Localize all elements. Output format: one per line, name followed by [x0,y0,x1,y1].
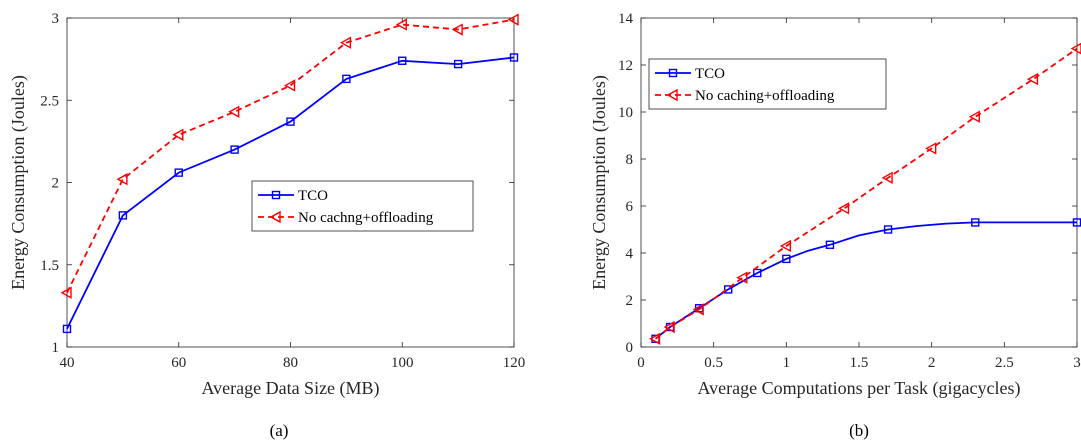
legend-label: No caching+offloading [695,88,835,104]
chart-b: 0 0.5 1 1.5 2 2.5 3 0 2 4 6 8 10 12 14 Average Computat… [589,11,1081,399]
x-axis-label: Average Data Size (MB) [201,378,379,399]
x-tick-label: 60 [171,355,186,371]
y-tick-label: 6 [626,199,634,215]
legend-label: TCO [298,188,328,204]
y-tick-label: 1.5 [40,258,59,274]
y-tick-label: 3 [52,11,60,27]
y-tick-label: 8 [626,152,634,168]
x-tick-label: 100 [391,355,414,371]
y-tick-label: 2 [626,293,634,309]
y-tick-label: 0 [626,340,634,356]
chart-a: 40 60 80 100 120 1 1.5 2 2.5 3 Average Data Size (… [8,11,525,399]
caption-b: (b) [849,421,869,440]
x-tick-label: 2 [928,355,936,371]
y-tick-label: 14 [618,11,634,27]
legend-a: TCO No cachng+offloading [252,181,473,231]
x-axis-label: Average Computations per Task (gigacycle… [698,378,1021,399]
y-axis-label: Energy Consumption (Joules) [589,75,610,290]
x-tick-label: 3 [1073,355,1081,371]
y-tick-label: 12 [618,58,633,74]
y-tick-label: 4 [626,246,634,262]
x-tick-label: 1 [783,355,791,371]
legend-label: TCO [695,66,725,82]
x-tick-label: 80 [283,355,298,371]
x-tick-label: 2.5 [995,355,1014,371]
legend-label: No cachng+offloading [298,210,434,226]
x-tick-label: 1.5 [850,355,869,371]
legend-b: TCO No caching+offloading [649,59,886,109]
x-tick-label: 0.5 [704,355,723,371]
x-tick-label: 40 [60,355,75,371]
x-tick-label: 0 [637,355,645,371]
y-axis-label: Energy Consumption (Joules) [8,75,29,290]
caption-a: (a) [270,421,289,440]
x-tick-label: 120 [503,355,526,371]
y-tick-label: 1 [52,340,60,356]
y-tick-label: 2.5 [40,93,59,109]
y-tick-label: 2 [52,176,60,192]
y-tick-label: 10 [618,105,633,121]
